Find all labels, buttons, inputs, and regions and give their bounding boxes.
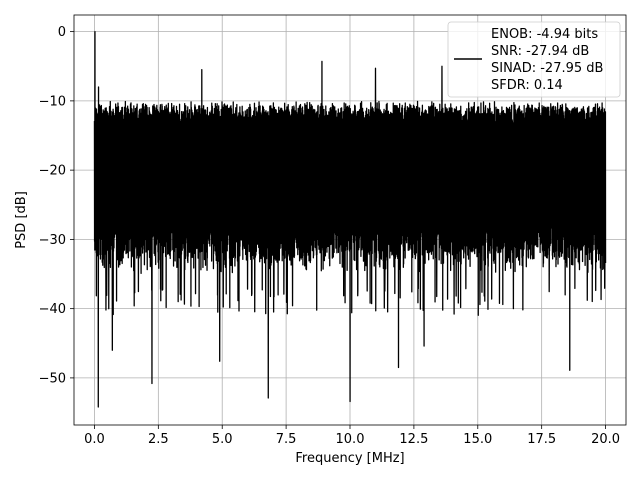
- legend-entry-line: ENOB: -4.94 bits: [491, 27, 598, 42]
- ticks: 0.0 2.5 5.0 7.5 10.0 12.5 15.0 17.5 20.0 0 −10 −20 −…: [39, 25, 620, 447]
- psd-trace: [93, 30, 607, 408]
- x-tick-label: 20.0: [591, 432, 620, 447]
- x-tick-label: 10.0: [336, 432, 365, 447]
- legend: ENOB: -4.94 bits SNR: -27.94 dB SINAD: -27…: [447, 21, 621, 98]
- x-tick-label: 0.0: [84, 432, 105, 447]
- x-tick-label: 2.5: [148, 432, 169, 447]
- legend-entry-line: SFDR: 0.14: [491, 78, 563, 93]
- y-tick-label: −50: [39, 371, 66, 386]
- y-tick-label: −40: [39, 302, 66, 317]
- x-tick-label: 12.5: [399, 432, 428, 447]
- data-layer: [93, 30, 607, 408]
- y-tick-label: 0: [58, 25, 66, 40]
- x-tick-label: 5.0: [212, 432, 233, 447]
- y-tick-label: −30: [39, 233, 66, 248]
- legend-entry-line: SINAD: -27.95 dB: [491, 61, 603, 76]
- y-tick-label: −10: [39, 94, 66, 109]
- y-tick-label: −20: [39, 164, 66, 179]
- legend-box: [447, 21, 621, 98]
- x-axis-label: Frequency [MHz]: [295, 451, 404, 466]
- legend-entry: ENOB: -4.94 bits SNR: -27.94 dB SINAD: -27…: [491, 27, 603, 93]
- y-axis-label: PSD [dB]: [14, 191, 29, 249]
- legend-entry-line: SNR: -27.94 dB: [491, 44, 589, 59]
- x-tick-label: 15.0: [463, 432, 492, 447]
- x-tick-label: 17.5: [527, 432, 556, 447]
- x-tick-label: 7.5: [276, 432, 297, 447]
